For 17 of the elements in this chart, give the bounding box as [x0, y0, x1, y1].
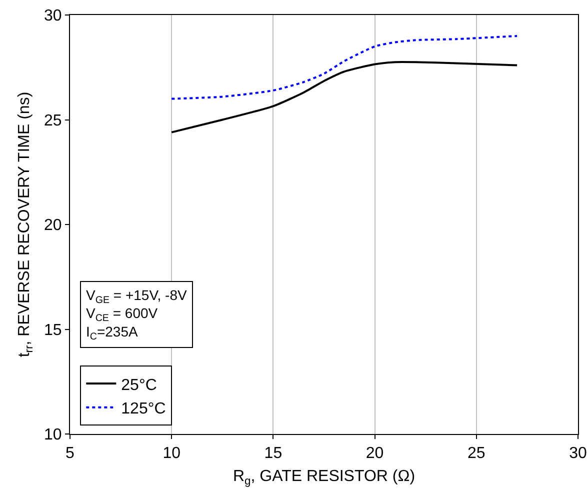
- x-tick-label: 20: [366, 445, 384, 462]
- x-tick-label: 15: [264, 445, 282, 462]
- x-tick-label: 25: [468, 445, 486, 462]
- legend-label: 125°C: [121, 400, 166, 418]
- x-tick-label: 10: [162, 445, 181, 462]
- y-tick-label: 25: [44, 112, 62, 130]
- y-tick-label: 10: [44, 426, 62, 444]
- legend-label: 25°C: [121, 376, 157, 394]
- x-axis-title: R$_{g}$, GATE RESISTOR (Ω): [232, 468, 416, 488]
- line-series: [170, 34, 518, 100]
- y-tick-label: 20: [44, 217, 62, 234]
- text: V$_{GE}$ = +15V, -8V V$_{CE}$ = 600V I$_{C}$=235A: [86, 287, 187, 342]
- x-tick-label: 30: [569, 445, 587, 462]
- x-tick-label: 5: [66, 445, 75, 462]
- line-series: [170, 61, 518, 134]
- y-tick-label: 15: [44, 322, 62, 339]
- y-tick-label: 30: [44, 8, 62, 25]
